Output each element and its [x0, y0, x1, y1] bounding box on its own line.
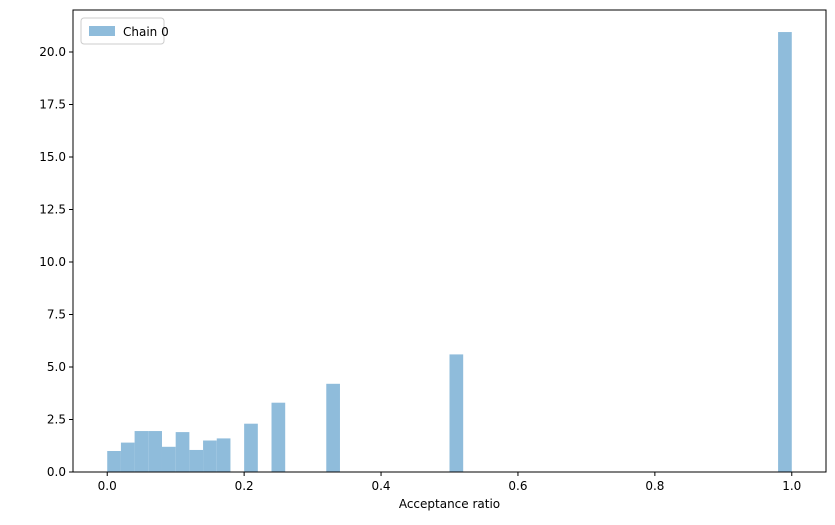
histogram-bar — [271, 402, 286, 472]
y-tick-label: 20.0 — [39, 45, 66, 59]
y-tick-label: 12.5 — [39, 203, 66, 217]
y-tick-label: 10.0 — [39, 255, 66, 269]
y-tick-label: 17.5 — [39, 98, 66, 112]
histogram-bar — [175, 432, 190, 472]
legend-label: Chain 0 — [123, 25, 169, 39]
y-tick-label: 15.0 — [39, 150, 66, 164]
y-tick-label: 2.5 — [47, 413, 66, 427]
x-tick-label: 0.0 — [98, 479, 117, 493]
histogram-bar — [244, 423, 258, 472]
y-axis-ticks: 0.0 2.5 5.0 7.5 10.0 12.5 15.0 17.5 20.0 — [39, 45, 73, 479]
y-tick-label: 5.0 — [47, 360, 66, 374]
plot-frame — [72, 9, 827, 473]
histogram-bar — [161, 446, 176, 472]
y-tick-label: 7.5 — [47, 308, 66, 322]
histogram-bar — [326, 383, 340, 472]
histogram-bar — [189, 449, 204, 472]
x-tick-label: 0.2 — [235, 479, 254, 493]
x-axis-label: Acceptance ratio — [399, 497, 500, 511]
legend-box — [80, 17, 165, 45]
histogram-bar — [778, 32, 792, 473]
histogram-bar — [107, 451, 121, 472]
histogram-bar — [134, 431, 149, 472]
y-tick-label: 0.0 — [47, 465, 66, 479]
histogram-bar — [148, 431, 162, 472]
x-tick-label: 0.8 — [645, 479, 664, 493]
histogram-bar — [216, 438, 231, 472]
histogram-bar — [120, 442, 135, 472]
histogram-bar — [449, 354, 464, 472]
x-axis-ticks: 0.0 0.2 0.4 0.6 0.8 1.0 — [98, 472, 801, 493]
x-tick-label: 1.0 — [782, 479, 801, 493]
x-tick-label: 0.4 — [371, 479, 390, 493]
x-tick-label: 0.6 — [508, 479, 527, 493]
histogram-bar — [203, 440, 217, 472]
legend-swatch — [89, 26, 115, 36]
legend: Chain 0 — [80, 17, 169, 45]
bars-layer — [107, 32, 792, 473]
